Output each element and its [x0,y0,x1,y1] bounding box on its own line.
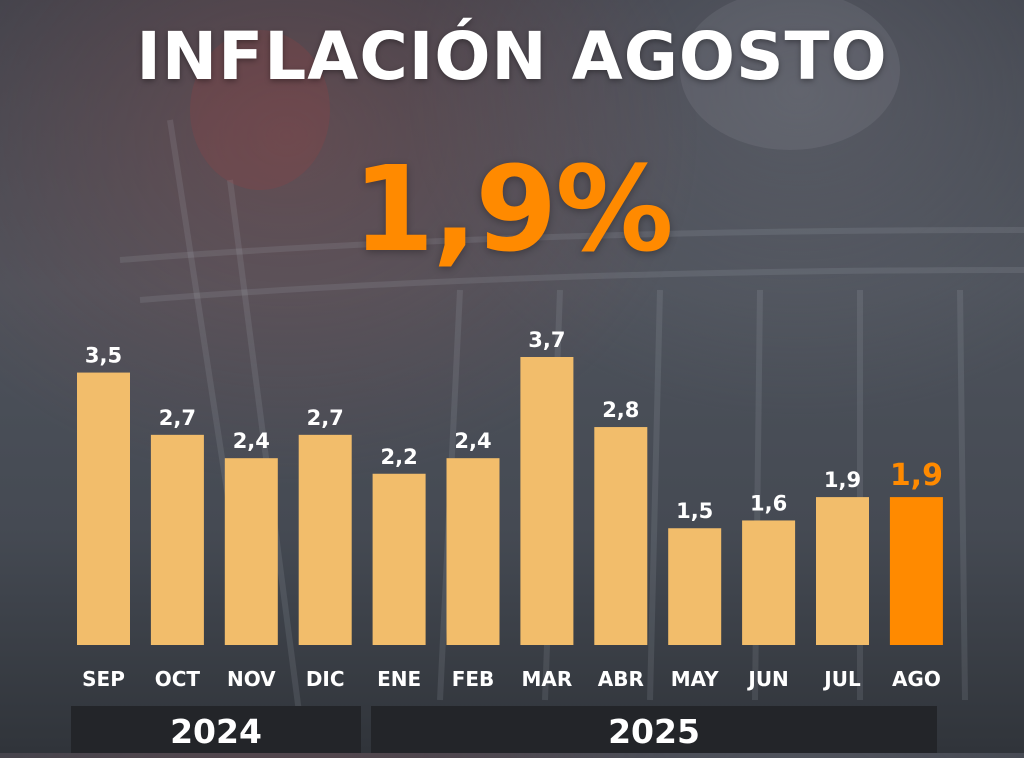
value-label-ene: 2,2 [380,445,417,469]
value-label-oct: 2,7 [159,406,196,430]
year-band-2025: 2025 [371,706,937,753]
category-label-nov: NOV [227,667,276,691]
bar-ene [372,473,426,645]
category-label-abr: ABR [598,667,644,691]
category-label-feb: FEB [452,667,495,691]
category-label-oct: OCT [155,667,201,691]
bar-jul [816,497,869,645]
category-label-jun: JUN [746,667,788,691]
value-label-dic: 2,7 [307,406,344,430]
bar-jun [742,520,796,645]
category-label-ene: ENE [377,667,421,691]
bar-sep [77,372,130,645]
bar-abr [594,427,648,645]
value-label-may: 1,5 [676,499,713,523]
bar-ago [889,497,943,645]
bar-nov [224,458,278,645]
value-label-mar: 3,7 [528,328,565,352]
category-label-may: MAY [671,667,719,691]
headline-inflation-value: 1,9% [352,140,673,278]
value-label-jul: 1,9 [824,468,861,492]
value-label-ago: 1,9 [890,458,943,493]
value-label-abr: 2,8 [602,398,639,422]
year-band-2024: 2024 [71,706,361,753]
page-title: INFLACIÓN AGOSTO [136,18,888,95]
bar-feb [446,458,500,645]
value-label-jun: 1,6 [750,491,787,515]
category-label-ago: AGO [892,667,941,691]
bar-oct [150,434,204,645]
value-label-feb: 2,4 [454,429,491,453]
value-label-sep: 3,5 [85,344,122,368]
category-label-jul: JUL [822,667,861,691]
bar-mar [520,357,574,645]
category-label-sep: SEP [82,667,125,691]
category-label-dic: DIC [306,667,345,691]
value-label-nov: 2,4 [233,429,270,453]
category-label-mar: MAR [522,667,573,691]
bar-dic [298,434,352,645]
bar-may [668,528,722,645]
